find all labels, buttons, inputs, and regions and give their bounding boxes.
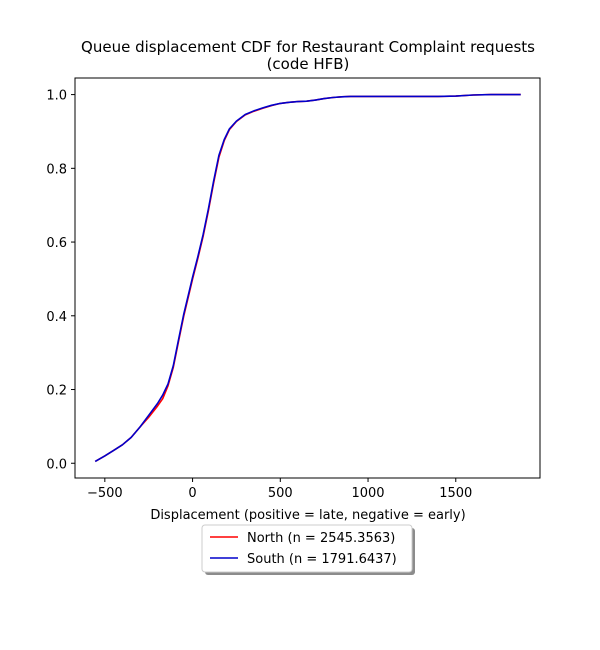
chart-title: Queue displacement CDF for Restaurant Co…: [81, 38, 535, 73]
chart-title-line-2: (code HFB): [267, 55, 350, 73]
series-line-north: [94, 93, 521, 463]
plot-lines: [94, 93, 521, 463]
y-axis: 0.0 0.2 0.4 0.6 0.8 1.0: [46, 89, 75, 472]
series-line-south: [94, 93, 521, 463]
x-tick-label: 0: [188, 486, 196, 501]
y-tick-label: 0.0: [46, 457, 67, 472]
x-tick-label: 1000: [351, 486, 384, 501]
legend-label: South (n = 1791.6437): [247, 552, 397, 567]
chart-title-line-1: Queue displacement CDF for Restaurant Co…: [81, 38, 535, 56]
y-tick-label: 1.0: [46, 89, 67, 104]
y-tick-label: 0.8: [46, 162, 67, 177]
y-tick-label: 0.2: [46, 384, 67, 399]
legend-box: [201, 524, 413, 573]
y-tick-label: 0.4: [46, 310, 67, 325]
x-tick-label: −500: [87, 486, 123, 501]
x-tick-label: 500: [268, 486, 293, 501]
x-tick-label: 1500: [439, 486, 472, 501]
y-tick-label: 0.6: [46, 236, 67, 251]
legend: North (n = 2545.3563) South (n = 1791.643…: [201, 524, 415, 575]
legend-label: North (n = 2545.3563): [247, 531, 395, 546]
plot-area-frame: [74, 77, 541, 479]
x-axis-label: Displacement (positive = late, negative …: [150, 508, 465, 523]
x-axis: −500 0 500 1000 1500: [87, 478, 472, 501]
